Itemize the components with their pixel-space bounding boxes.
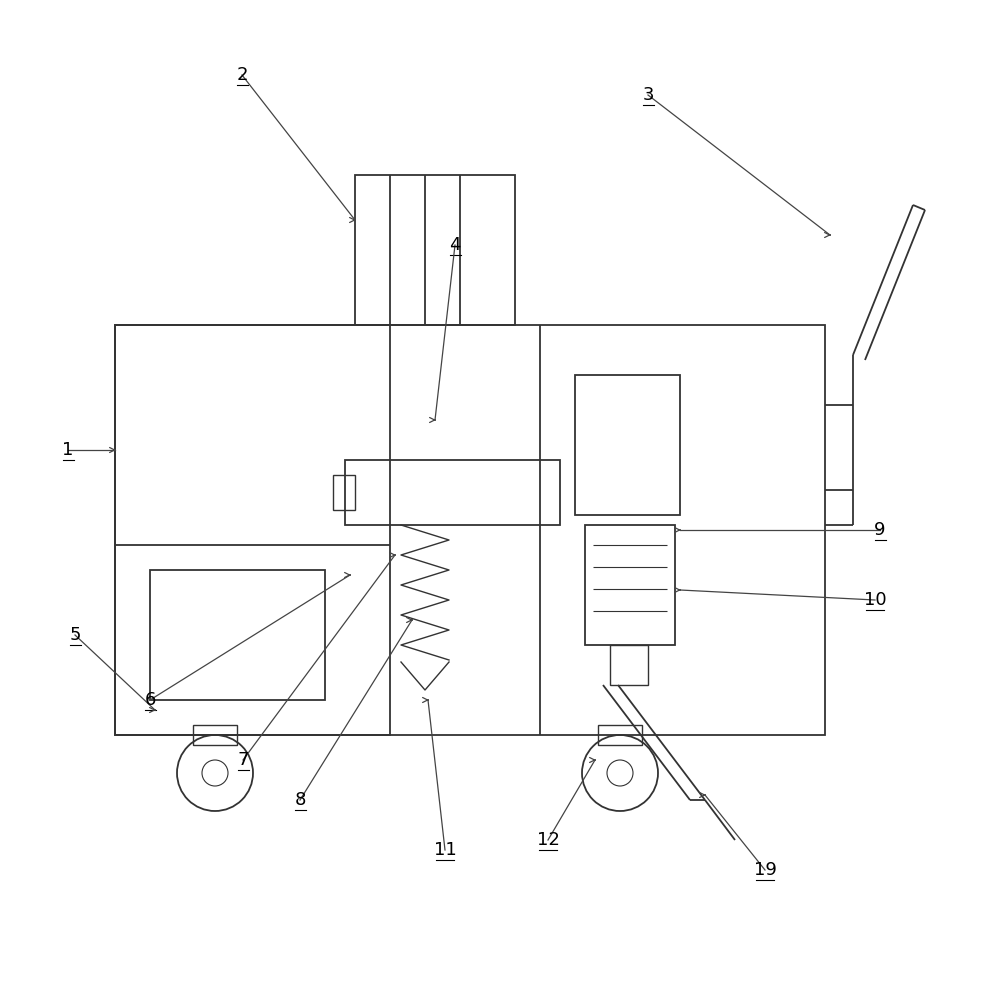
Text: 1: 1	[63, 441, 74, 459]
Text: 2: 2	[237, 66, 248, 84]
Text: 8: 8	[294, 791, 306, 809]
Bar	[115, 325, 825, 735]
Text: 3: 3	[642, 86, 654, 104]
Bar	[345, 460, 560, 525]
Bar	[115, 325, 390, 735]
Bar	[193, 725, 237, 745]
Bar	[610, 645, 648, 685]
Bar	[150, 570, 325, 700]
Text: 12: 12	[537, 831, 560, 849]
Bar	[598, 725, 642, 745]
Bar	[355, 175, 515, 325]
Text: 10: 10	[864, 591, 887, 609]
Text: 19: 19	[753, 861, 776, 879]
Bar	[575, 375, 680, 515]
Text: 9: 9	[875, 521, 886, 539]
Text: 11: 11	[433, 841, 456, 859]
Text: 6: 6	[144, 691, 156, 709]
Text: 4: 4	[449, 236, 461, 254]
Bar	[585, 525, 675, 645]
Text: 7: 7	[238, 751, 248, 769]
Text: 5: 5	[70, 626, 81, 644]
Bar	[333, 475, 355, 510]
